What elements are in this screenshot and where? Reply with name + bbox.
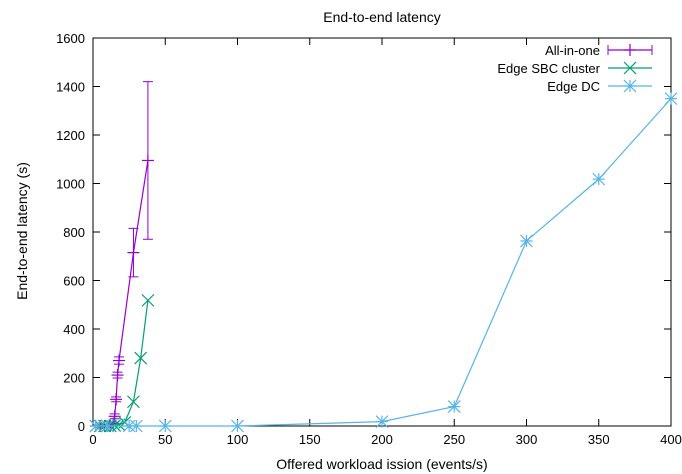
legend-marker bbox=[624, 44, 636, 56]
data-point bbox=[134, 351, 148, 365]
data-point bbox=[141, 293, 155, 307]
data-point bbox=[158, 419, 172, 433]
data-point bbox=[664, 92, 678, 106]
legend-marker bbox=[623, 61, 637, 75]
x-tick-label: 300 bbox=[516, 432, 538, 447]
data-point bbox=[129, 419, 143, 433]
data-point bbox=[141, 154, 154, 167]
legend-label: Edge SBC cluster bbox=[497, 61, 600, 76]
y-tick-label: 400 bbox=[63, 322, 85, 337]
data-point bbox=[231, 419, 244, 433]
x-tick-label: 50 bbox=[158, 432, 172, 447]
chart-title: End-to-end latency bbox=[323, 9, 441, 25]
legend-entry: All-in-one bbox=[545, 43, 653, 58]
data-point bbox=[447, 400, 461, 414]
x-tick-label: 350 bbox=[588, 432, 610, 447]
series-0 bbox=[89, 81, 154, 432]
x-tick-label: 150 bbox=[299, 432, 321, 447]
series-line bbox=[95, 98, 672, 427]
data-point bbox=[127, 395, 140, 409]
x-tick-label: 100 bbox=[227, 432, 249, 447]
data-point bbox=[113, 354, 126, 367]
series-line bbox=[95, 160, 149, 427]
plot-series bbox=[89, 81, 678, 433]
x-axis-label: Offered workload ission (events/s) bbox=[276, 456, 487, 472]
y-tick-label: 1200 bbox=[56, 128, 85, 143]
legend-entry: Edge DC bbox=[547, 79, 652, 94]
series-2 bbox=[89, 92, 678, 433]
x-tick-label: 250 bbox=[443, 432, 465, 447]
x-tick-label: 0 bbox=[89, 432, 96, 447]
y-tick-label: 1400 bbox=[56, 80, 85, 95]
data-point bbox=[110, 393, 123, 406]
data-point bbox=[101, 419, 114, 433]
x-tick-label: 200 bbox=[371, 432, 393, 447]
y-tick-label: 200 bbox=[63, 371, 85, 386]
y-tick-label: 1600 bbox=[56, 31, 85, 46]
legend-label: Edge DC bbox=[547, 79, 600, 94]
y-tick-label: 0 bbox=[78, 419, 85, 434]
data-point bbox=[592, 172, 606, 186]
y-axis-label: End-to-end latency (s) bbox=[14, 162, 30, 300]
x-tick-label: 400 bbox=[660, 432, 682, 447]
legend-entry: Edge SBC cluster bbox=[497, 61, 652, 76]
series-1 bbox=[89, 293, 155, 433]
data-point bbox=[375, 415, 389, 429]
data-point bbox=[127, 246, 140, 259]
series-line bbox=[95, 300, 149, 427]
legend: All-in-one Edge SBC cluster Edge DC bbox=[497, 43, 653, 94]
y-tick-label: 600 bbox=[63, 274, 85, 289]
legend-marker bbox=[623, 79, 637, 93]
plot-frame bbox=[92, 37, 672, 427]
data-point bbox=[111, 369, 124, 382]
y-tick-label: 1000 bbox=[56, 177, 85, 192]
legend-label: All-in-one bbox=[545, 43, 600, 58]
data-point bbox=[520, 234, 533, 248]
axes: 0 50 100 150 200 250 300 350 400 0 200 400 600 800 100… bbox=[56, 31, 682, 447]
data-point bbox=[89, 419, 103, 433]
y-tick-label: 800 bbox=[63, 225, 85, 240]
